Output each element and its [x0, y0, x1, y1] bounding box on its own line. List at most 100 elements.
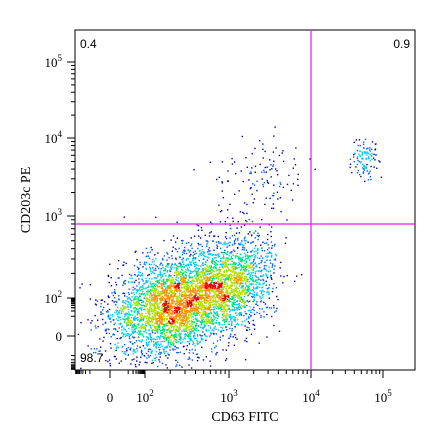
data-point [231, 235, 234, 237]
data-point [208, 329, 210, 331]
data-point [155, 345, 157, 348]
data-point [137, 299, 140, 301]
data-point [244, 339, 246, 342]
data-point [186, 297, 188, 299]
data-point [208, 321, 210, 323]
data-point [197, 298, 199, 301]
data-point [231, 157, 233, 160]
data-point [161, 308, 164, 310]
data-point [238, 304, 240, 307]
data-point [216, 301, 218, 304]
data-point [253, 294, 255, 296]
data-point [153, 338, 155, 340]
data-point [183, 304, 185, 306]
data-point [169, 266, 172, 268]
data-point [172, 285, 174, 287]
data-point [223, 307, 226, 309]
data-point [156, 347, 158, 349]
data-point [203, 289, 205, 291]
data-point [237, 306, 240, 308]
data-point [224, 296, 226, 298]
data-point [159, 336, 162, 338]
data-point [112, 294, 115, 297]
data-point [205, 356, 207, 358]
data-point [223, 274, 225, 276]
data-point [234, 242, 236, 245]
data-point [245, 300, 247, 302]
data-point [236, 273, 239, 275]
data-point [142, 304, 145, 306]
data-point [269, 259, 271, 261]
data-point [175, 278, 177, 281]
data-point [193, 261, 195, 264]
data-point [224, 274, 226, 276]
data-point [205, 297, 207, 299]
data-point [137, 304, 139, 306]
data-point [178, 262, 180, 265]
data-point [145, 303, 147, 306]
data-point [171, 318, 173, 320]
data-point [151, 324, 153, 327]
data-point [236, 252, 238, 255]
data-point [272, 207, 275, 209]
data-point [205, 279, 208, 282]
data-point [217, 273, 220, 275]
data-point [224, 241, 226, 243]
data-point [211, 287, 214, 289]
data-point [145, 267, 147, 269]
data-point [229, 237, 231, 239]
data-point [225, 305, 227, 307]
data-point [204, 302, 206, 305]
data-point [151, 285, 153, 288]
data-point [222, 302, 224, 304]
data-point [110, 336, 112, 338]
data-point [244, 277, 246, 279]
data-point [209, 306, 212, 308]
data-point [169, 302, 171, 305]
data-point [270, 235, 272, 238]
data-point [158, 294, 161, 296]
data-point [136, 275, 138, 277]
data-point [186, 340, 189, 343]
data-point [256, 270, 258, 272]
data-point [173, 321, 175, 324]
data-point [184, 294, 187, 297]
data-point [286, 219, 288, 221]
data-point [189, 349, 191, 351]
data-point [220, 274, 223, 277]
data-point [201, 316, 203, 318]
data-point [144, 308, 146, 310]
data-point [117, 330, 119, 333]
data-point [236, 338, 238, 340]
data-point [125, 330, 127, 333]
data-point [190, 305, 192, 307]
data-point [115, 318, 118, 320]
data-point [156, 307, 159, 309]
data-point [122, 284, 124, 286]
data-point [255, 250, 257, 252]
data-point [122, 300, 124, 302]
data-point [164, 347, 166, 349]
data-point [233, 281, 236, 284]
data-point [187, 337, 190, 339]
data-point [212, 303, 214, 306]
data-point [152, 258, 154, 261]
data-point [234, 320, 236, 322]
data-point [253, 324, 256, 326]
data-point [224, 359, 227, 362]
data-point [203, 306, 205, 308]
data-point [236, 294, 239, 296]
data-point [158, 324, 160, 326]
data-point [188, 352, 191, 354]
data-point [177, 313, 179, 316]
data-point [221, 294, 224, 297]
data-point [150, 341, 153, 343]
data-point [80, 367, 82, 370]
data-point [254, 230, 257, 232]
data-point [190, 332, 193, 334]
data-point [115, 311, 118, 313]
data-point [239, 300, 241, 303]
data-point [152, 283, 155, 285]
data-point [128, 318, 130, 321]
data-point [204, 293, 207, 295]
